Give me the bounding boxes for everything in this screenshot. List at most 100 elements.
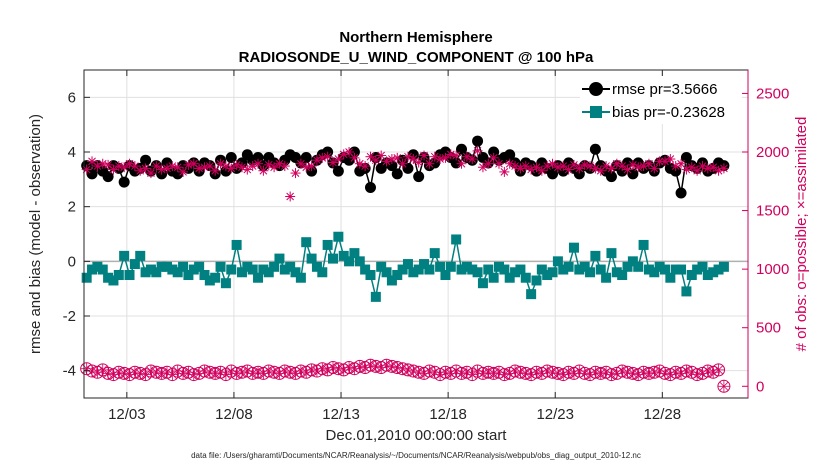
bias-point	[579, 261, 590, 272]
series-obs-assimilated	[81, 145, 729, 202]
assimilated-point	[178, 166, 189, 177]
possible-stroke	[269, 367, 279, 377]
assimilated-point	[145, 168, 156, 179]
assimilated-point	[81, 164, 92, 175]
possible-stroke	[371, 361, 381, 371]
assimilated-stroke	[430, 152, 439, 161]
assimilated-stroke	[109, 165, 118, 174]
assimilated-stroke	[270, 163, 278, 172]
series-obs-possible	[80, 358, 731, 393]
possible-stroke	[408, 366, 418, 376]
legend-box	[580, 76, 742, 124]
y-tick-label: 6	[68, 89, 76, 106]
bias-point	[504, 272, 515, 283]
assimilated-point	[708, 162, 719, 173]
assimilated-point	[151, 161, 162, 172]
bias-point	[440, 270, 451, 280]
possible-stroke	[237, 367, 247, 377]
assimilated-point	[328, 157, 338, 168]
bias-point	[649, 267, 660, 278]
bias-point	[188, 264, 199, 275]
assimilated-stroke	[211, 166, 220, 175]
bias-point	[242, 261, 253, 272]
assimilated-stroke	[703, 164, 712, 173]
bias-point	[713, 264, 724, 275]
possible-stroke	[317, 364, 327, 374]
possible-stroke	[590, 367, 600, 377]
possible-stroke	[200, 366, 209, 376]
x-tick-label: 12/23	[536, 406, 574, 423]
assimilated-stroke	[452, 151, 461, 160]
assimilated-stroke	[457, 159, 466, 168]
bias-point	[392, 270, 403, 280]
assimilated-stroke	[125, 159, 134, 168]
assimilated-point	[295, 158, 306, 169]
bias-point	[397, 264, 408, 275]
bias-point	[317, 267, 328, 278]
bias-point	[542, 270, 553, 280]
assimilated-stroke	[420, 151, 428, 160]
rmse-point	[456, 143, 468, 155]
assimilated-point	[536, 165, 547, 176]
rmse-point	[680, 151, 692, 163]
assimilated-stroke	[409, 155, 418, 163]
possible-stroke	[253, 367, 263, 377]
assimilated-point	[108, 164, 119, 175]
legend-rmse-label: rmse pr=3.5666	[612, 81, 717, 98]
bias-point	[349, 248, 360, 259]
assimilated-stroke	[131, 162, 139, 170]
rmse-point	[675, 187, 687, 199]
y-right-tick-label: 0	[756, 378, 764, 395]
rmse-point	[102, 171, 114, 183]
assimilated-stroke	[141, 164, 150, 173]
possible-stroke	[532, 367, 541, 377]
bias-point	[328, 253, 338, 264]
assimilated-point	[242, 164, 253, 175]
possible-stroke	[681, 366, 691, 376]
legend-bias-marker	[590, 106, 602, 118]
assimilated-stroke	[189, 159, 198, 168]
assimilated-stroke	[216, 159, 225, 168]
assimilated-stroke	[329, 158, 337, 167]
bias-point	[461, 261, 472, 272]
bias-point	[306, 253, 317, 264]
bias-point	[253, 272, 264, 283]
bias-point	[365, 270, 376, 280]
chart-subtitle: RADIOSONDE_U_WIND_COMPONENT @ 100 hPa	[239, 49, 594, 66]
bias-point	[526, 289, 537, 300]
bias-point	[285, 261, 296, 272]
chart-title: Northern Hemisphere	[339, 29, 492, 46]
possible-stroke	[119, 368, 129, 378]
assimilated-point	[643, 158, 654, 169]
y-axis-label: rmse and bias (model - observation)	[27, 114, 44, 354]
assimilated-point	[210, 165, 221, 176]
assimilated-stroke	[275, 159, 284, 168]
bias-point	[483, 264, 494, 275]
bias-point	[563, 261, 574, 272]
possible-stroke	[307, 365, 317, 375]
y-tick-label: 2	[68, 199, 76, 216]
bias-point	[124, 270, 135, 280]
bias-point	[601, 272, 612, 283]
possible-stroke	[285, 367, 295, 377]
rmse-point	[605, 171, 617, 183]
assimilated-stroke	[377, 151, 386, 160]
assimilated-stroke	[554, 163, 562, 172]
bias-point	[445, 261, 456, 272]
bias-point	[295, 272, 306, 283]
possible-stroke	[489, 368, 499, 378]
y-tick-label: -2	[63, 308, 76, 325]
assimilated-point	[558, 161, 569, 172]
assimilated-stroke	[586, 162, 594, 170]
possible-stroke	[606, 370, 616, 380]
y-right-tick-label: 500	[756, 320, 781, 337]
possible-stroke	[671, 367, 681, 377]
assimilated-stroke	[398, 159, 407, 168]
data-file-footnote: data file: /Users/gharamti/Documents/NCA…	[191, 451, 641, 460]
assimilated-stroke	[280, 162, 289, 170]
bias-point	[617, 270, 628, 280]
assimilated-stroke	[489, 154, 498, 162]
bias-point	[360, 264, 371, 275]
legend: rmse pr=3.5666 bias pr=-0.23628	[580, 76, 742, 124]
